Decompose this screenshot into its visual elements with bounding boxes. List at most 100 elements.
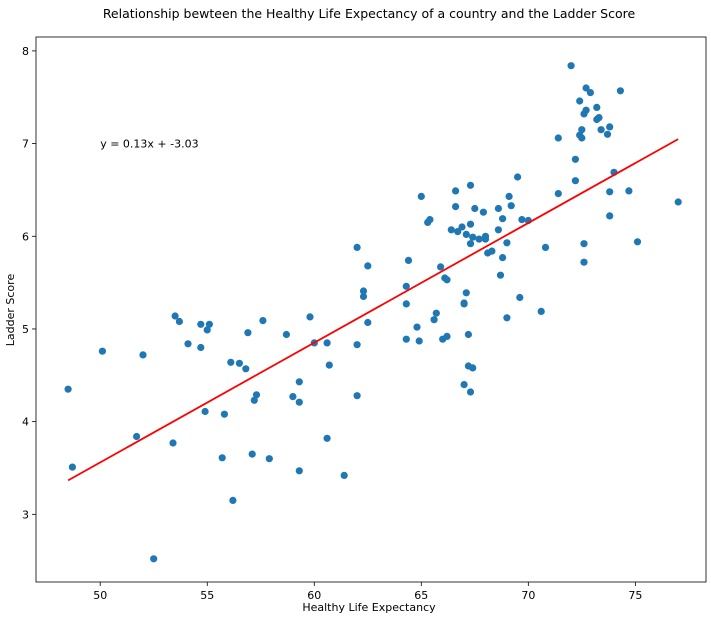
data-point — [295, 467, 303, 475]
data-point — [252, 391, 261, 399]
y-axis-label: Ladder Score — [4, 274, 17, 347]
data-point — [586, 89, 595, 97]
data-point — [462, 230, 470, 238]
data-point — [616, 87, 625, 95]
data-point — [580, 240, 588, 248]
data-point — [64, 385, 72, 393]
data-point — [432, 309, 440, 317]
data-point — [415, 337, 423, 345]
y-tick-label: 6 — [22, 230, 29, 243]
data-point — [603, 130, 612, 138]
data-point — [175, 317, 183, 326]
data-point — [578, 126, 586, 134]
x-tick-label: 55 — [200, 589, 214, 602]
data-point — [229, 496, 237, 504]
data-point — [265, 455, 273, 463]
regression-line-group — [67, 138, 679, 482]
data-point — [481, 235, 490, 243]
x-tick-label: 75 — [628, 589, 642, 602]
data-point — [171, 312, 179, 320]
data-point — [364, 318, 372, 327]
data-point — [169, 439, 177, 447]
data-point — [582, 84, 590, 92]
data-point — [633, 238, 642, 246]
data-point — [541, 243, 550, 251]
data-point — [133, 432, 141, 441]
data-point — [597, 126, 605, 134]
data-point — [452, 203, 460, 211]
data-point — [494, 204, 502, 213]
data-point — [578, 134, 586, 142]
x-axis-ticks: 50 55 60 65 70 75 — [93, 582, 642, 602]
data-point — [452, 187, 460, 195]
data-point — [447, 226, 455, 234]
data-point — [205, 320, 213, 328]
data-point — [364, 262, 372, 270]
data-point — [98, 347, 106, 355]
data-point — [325, 361, 333, 369]
data-point — [576, 97, 584, 105]
data-point — [606, 212, 614, 220]
data-point — [248, 450, 256, 458]
data-point — [567, 62, 575, 70]
data-point — [516, 293, 524, 302]
data-point — [494, 226, 502, 234]
data-point — [203, 326, 211, 334]
data-point — [582, 106, 590, 114]
data-point — [466, 220, 475, 228]
data-point — [460, 299, 468, 307]
data-point — [68, 463, 76, 471]
data-point — [295, 398, 303, 406]
y-tick-label: 3 — [22, 508, 29, 521]
x-axis-label: Healthy Life Expectancy — [302, 601, 436, 614]
data-point — [571, 177, 580, 185]
data-point — [295, 378, 303, 386]
data-point — [499, 215, 507, 223]
data-point — [443, 332, 451, 340]
data-point — [499, 254, 507, 262]
data-point — [430, 316, 438, 324]
data-point — [353, 392, 361, 400]
data-point — [462, 289, 470, 297]
y-tick-label: 7 — [22, 138, 29, 151]
data-point — [150, 555, 158, 563]
data-point — [606, 188, 614, 196]
data-point — [488, 247, 496, 255]
data-point — [554, 190, 562, 198]
data-point — [443, 276, 451, 284]
data-points — [64, 62, 682, 563]
data-point — [417, 192, 425, 200]
data-point — [184, 340, 192, 348]
data-point — [139, 351, 147, 359]
data-point — [227, 358, 235, 366]
data-point — [460, 381, 468, 389]
data-point — [458, 223, 466, 231]
data-point — [197, 320, 205, 328]
data-point — [580, 258, 588, 266]
data-point — [507, 202, 515, 210]
chart-title: Relationship bewteen the Healthy Life Ex… — [103, 6, 636, 21]
x-tick-label: 50 — [93, 589, 107, 602]
data-point — [235, 359, 243, 367]
data-point — [289, 393, 297, 401]
data-point — [514, 173, 522, 181]
data-point — [469, 233, 477, 241]
data-point — [359, 292, 368, 301]
regression-equation-annotation: y = 0.13x + -3.03 — [100, 138, 198, 151]
data-point — [606, 123, 614, 131]
data-point — [674, 198, 682, 206]
data-point — [479, 208, 487, 216]
data-point — [201, 407, 209, 416]
data-point — [197, 343, 205, 352]
data-point — [220, 410, 228, 418]
data-point — [595, 114, 603, 122]
data-point — [469, 364, 477, 372]
data-point — [518, 216, 526, 224]
data-point — [454, 228, 462, 236]
data-point — [323, 434, 331, 442]
data-point — [250, 396, 258, 404]
data-point — [554, 134, 562, 142]
data-point — [323, 339, 331, 347]
x-tick-label: 65 — [414, 589, 428, 602]
data-point — [496, 271, 505, 279]
